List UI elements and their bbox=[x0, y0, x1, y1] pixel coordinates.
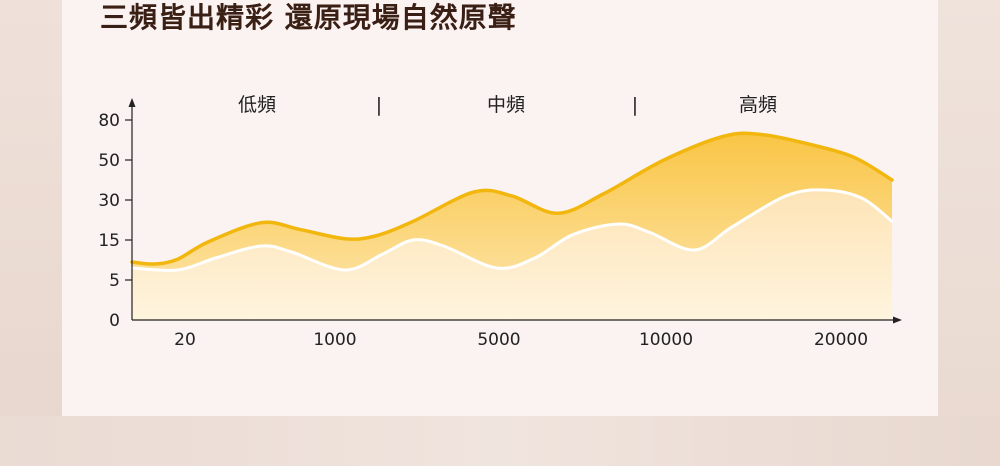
y-tick-label: 5 bbox=[109, 271, 120, 291]
background-right bbox=[938, 0, 1000, 466]
x-tick-label: 20 bbox=[174, 330, 196, 350]
band-separator: | bbox=[376, 94, 382, 116]
x-tick-label: 20000 bbox=[814, 330, 868, 350]
band-label: 低頻 bbox=[238, 94, 276, 116]
series-upper-line bbox=[130, 131, 894, 266]
x-tick-label: 1000 bbox=[313, 330, 356, 350]
y-tick-label: 50 bbox=[98, 151, 120, 171]
band-label: 高頻 bbox=[739, 94, 777, 116]
series-lower-area bbox=[132, 189, 892, 320]
x-tick-label: 5000 bbox=[477, 330, 520, 350]
y-tick-label: 15 bbox=[98, 231, 120, 251]
y-tick-label: 0 bbox=[109, 311, 120, 331]
x-tick-label: 10000 bbox=[639, 330, 693, 350]
headline: 三頻皆出精彩 還原現場自然原聲 bbox=[100, 1, 517, 34]
band-separator: | bbox=[632, 94, 638, 116]
background-bottom bbox=[0, 416, 1000, 466]
band-label: 中頻 bbox=[487, 94, 525, 116]
y-tick-label: 30 bbox=[98, 191, 120, 211]
x-axis-arrow-icon bbox=[893, 316, 902, 324]
series-lower-line bbox=[130, 188, 894, 272]
y-axis-arrow-icon bbox=[128, 98, 136, 107]
y-tick-label: 80 bbox=[98, 111, 120, 131]
background-left bbox=[0, 0, 62, 466]
